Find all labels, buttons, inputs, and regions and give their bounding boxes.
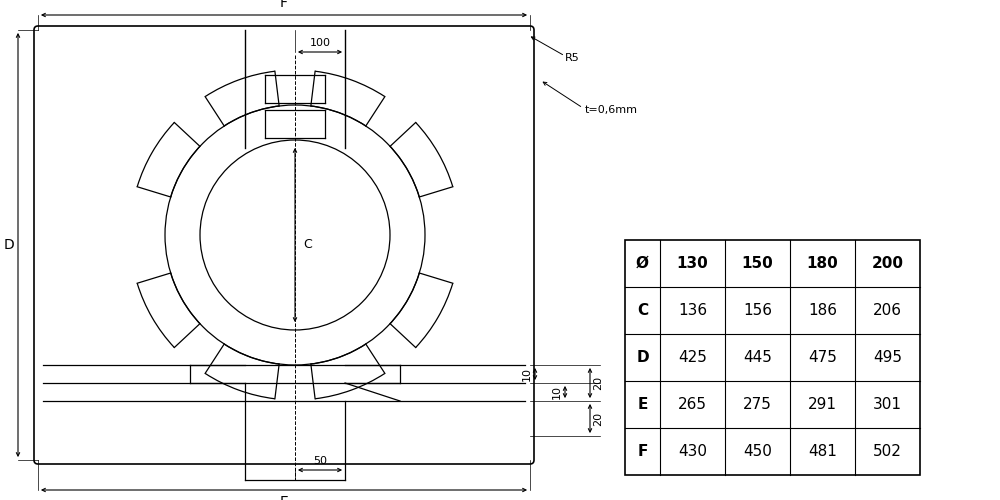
Text: E: E <box>637 397 648 412</box>
Text: t=0,6mm: t=0,6mm <box>585 105 638 115</box>
Text: 291: 291 <box>808 397 837 412</box>
Text: D: D <box>636 350 649 365</box>
Text: 20: 20 <box>593 412 603 426</box>
Text: C: C <box>637 303 648 318</box>
Text: F: F <box>637 444 648 459</box>
Text: 10: 10 <box>552 385 562 399</box>
Text: 301: 301 <box>873 397 902 412</box>
Text: 445: 445 <box>743 350 772 365</box>
Text: 200: 200 <box>872 256 904 271</box>
Text: 265: 265 <box>678 397 707 412</box>
Text: E: E <box>280 495 288 500</box>
Text: 450: 450 <box>743 444 772 459</box>
Text: C: C <box>303 238 312 252</box>
Text: Ø: Ø <box>636 256 649 271</box>
Text: 502: 502 <box>873 444 902 459</box>
Text: 186: 186 <box>808 303 837 318</box>
Bar <box>625 240 920 475</box>
Text: 156: 156 <box>743 303 772 318</box>
Text: 430: 430 <box>678 444 707 459</box>
Text: 150: 150 <box>742 256 773 271</box>
Text: D: D <box>3 238 14 252</box>
Text: 206: 206 <box>873 303 902 318</box>
Text: 275: 275 <box>743 397 772 412</box>
Text: F: F <box>280 0 288 10</box>
Text: 50: 50 <box>313 456 327 466</box>
Text: 10: 10 <box>522 367 532 381</box>
Text: 481: 481 <box>808 444 837 459</box>
Text: 136: 136 <box>678 303 707 318</box>
Text: 100: 100 <box>310 38 330 48</box>
Text: 20: 20 <box>593 376 603 390</box>
Text: 130: 130 <box>677 256 708 271</box>
Text: 425: 425 <box>678 350 707 365</box>
Text: 180: 180 <box>807 256 838 271</box>
Text: R5: R5 <box>565 53 580 63</box>
Text: 495: 495 <box>873 350 902 365</box>
Text: 475: 475 <box>808 350 837 365</box>
